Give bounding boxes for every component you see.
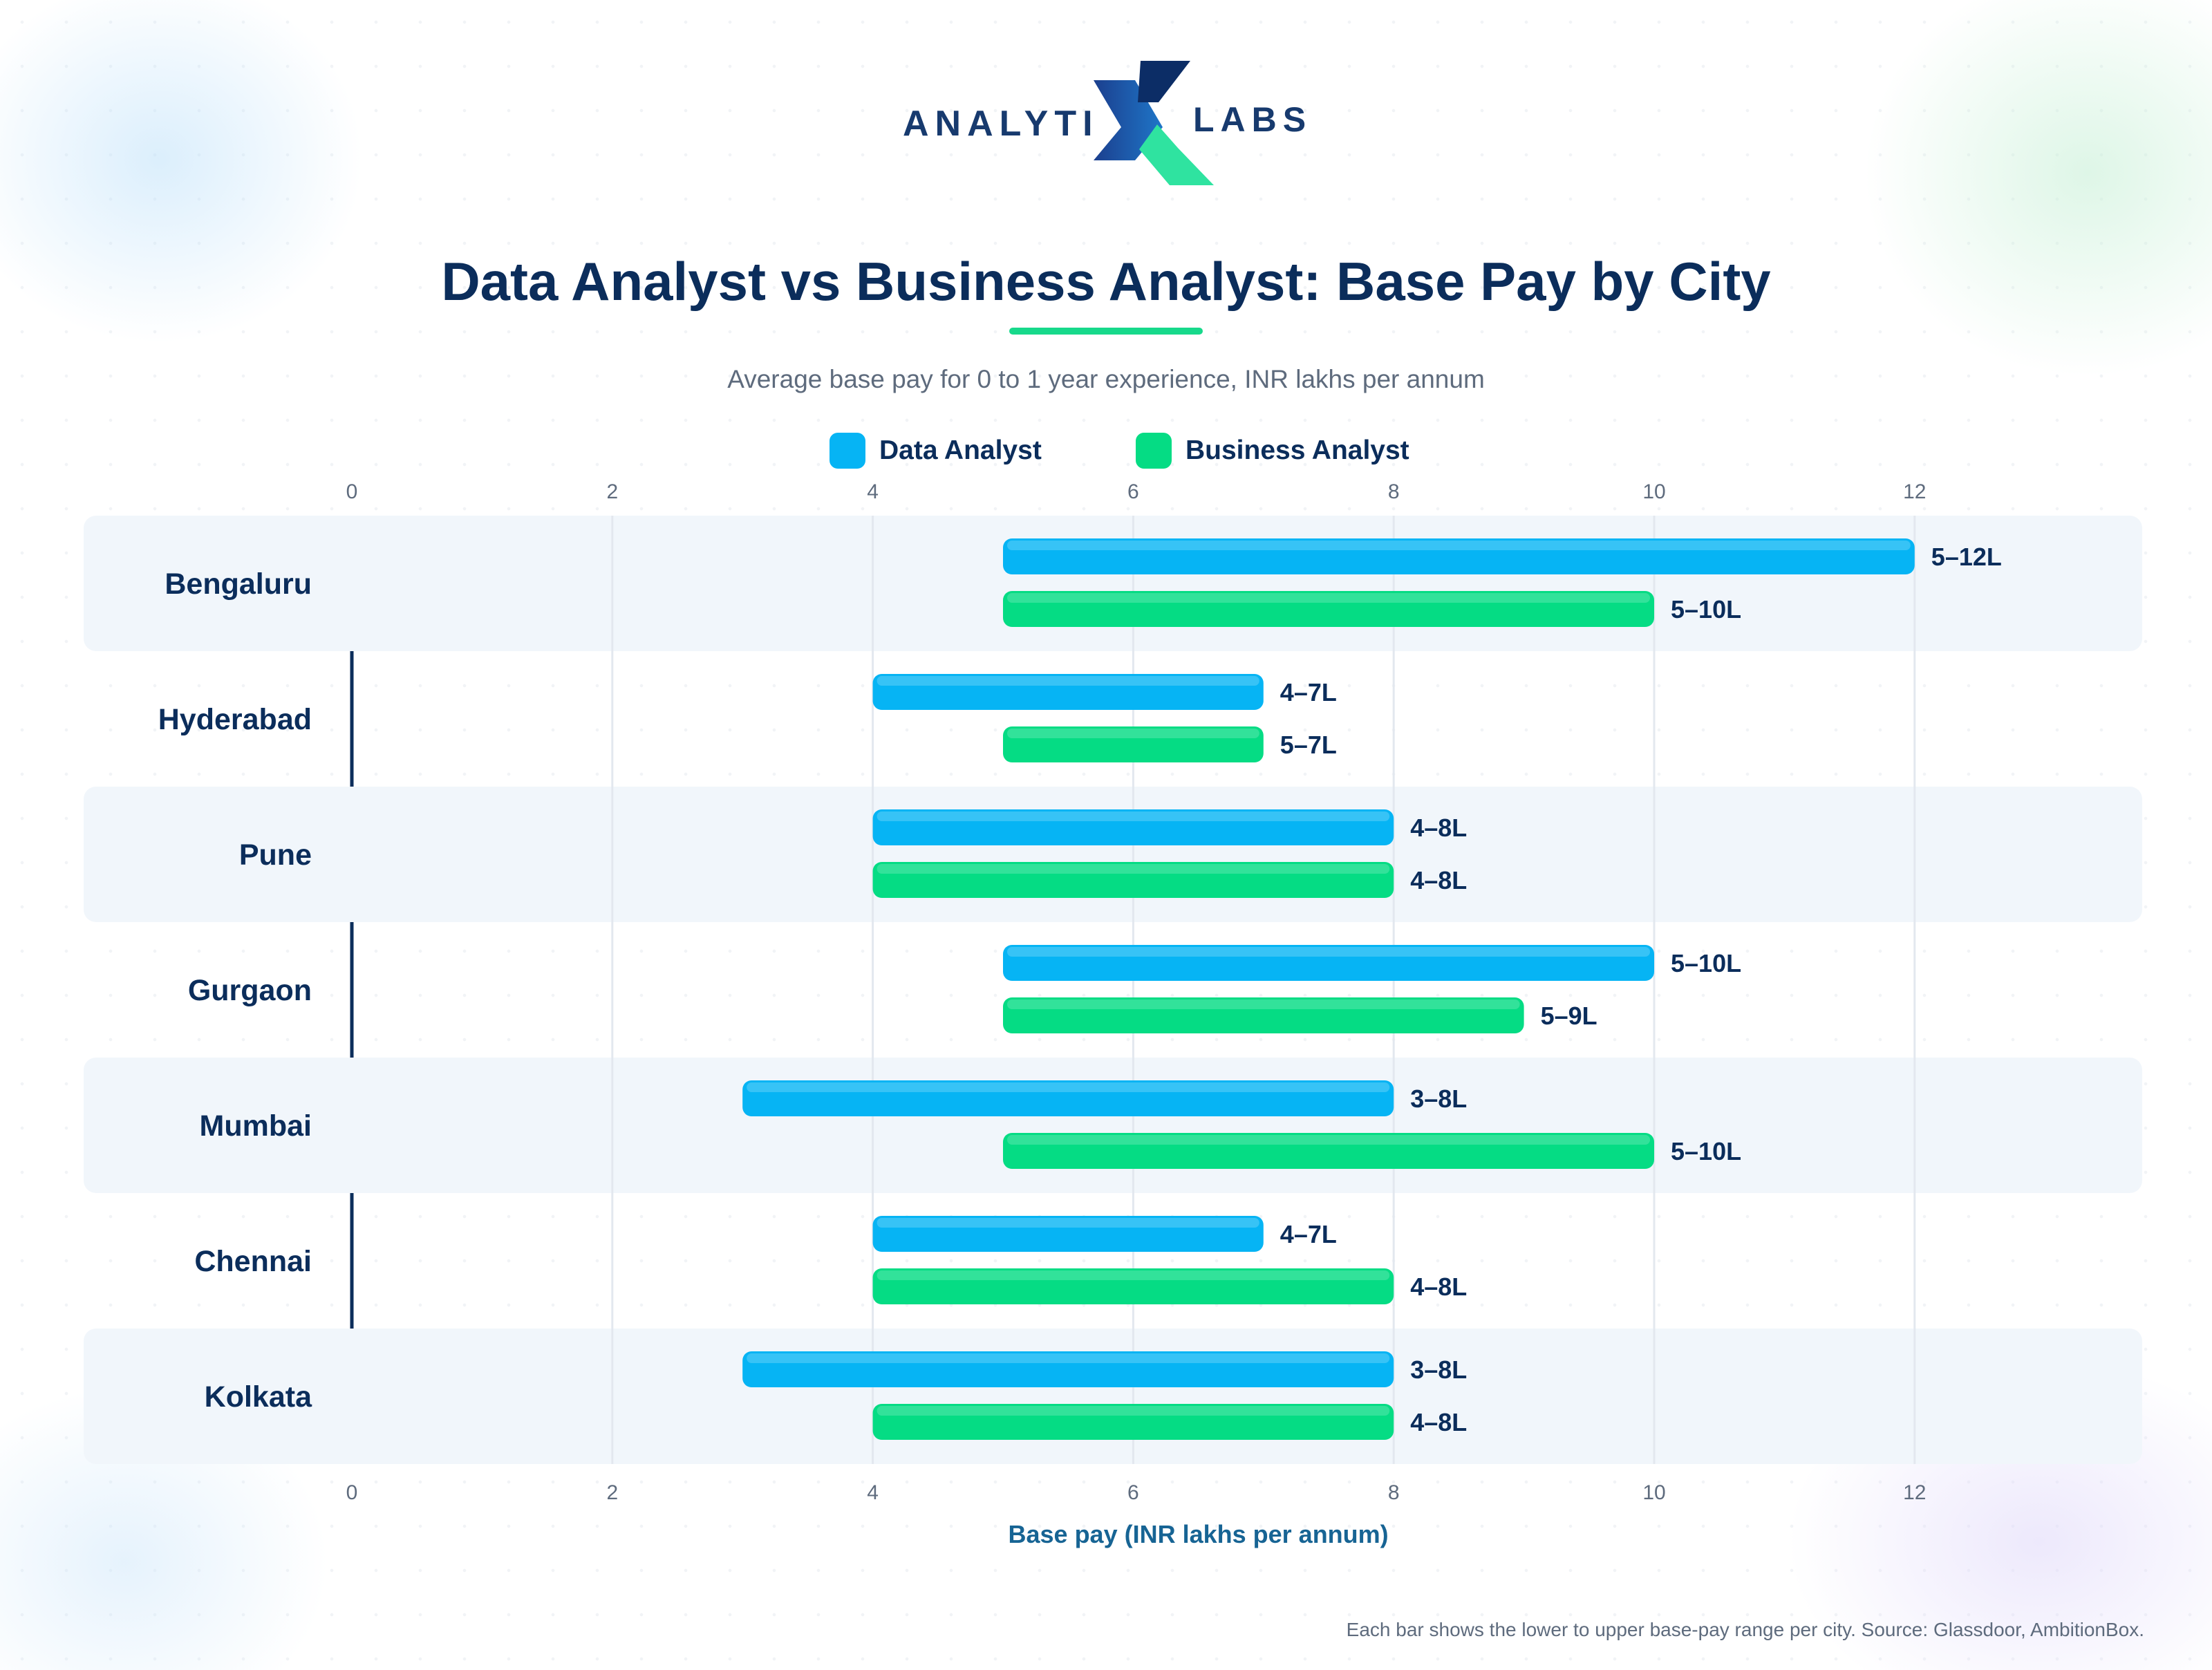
axis-mask	[348, 1329, 356, 1464]
legend-item-data-analyst: Data Analyst	[830, 433, 1042, 469]
chart-title: Data Analyst vs Business Analyst: Base P…	[441, 251, 1771, 312]
bar-label-business-analyst: 5–7L	[1280, 731, 1337, 759]
bar-label-data-analyst: 4–7L	[1280, 1220, 1337, 1248]
bar-highlight	[877, 1270, 1390, 1280]
legend-item-business-analyst: Business Analyst	[1136, 433, 1409, 469]
row-band	[84, 787, 2142, 922]
bar-label-business-analyst: 5–10L	[1671, 595, 1741, 623]
category-label: Chennai	[194, 1245, 312, 1278]
analytixlabs-logo: ANALYTI LABS	[903, 61, 1312, 185]
legend-label-data-analyst: Data Analyst	[879, 435, 1042, 465]
bar-data-analyst	[1003, 945, 1654, 981]
logo-x-green	[1139, 124, 1214, 185]
axis-mask	[348, 787, 356, 922]
bar-highlight	[877, 1218, 1259, 1228]
bar-business-analyst	[1003, 997, 1524, 1033]
row-band	[84, 1058, 2142, 1193]
bar-label-data-analyst: 4–7L	[1280, 678, 1337, 706]
x-tick-label-bottom: 6	[1127, 1481, 1139, 1504]
row-band	[84, 1329, 2142, 1464]
row-band	[84, 516, 2142, 651]
bar-label-business-analyst: 4–8L	[1410, 1273, 1467, 1301]
x-tick-label-bottom: 12	[1903, 1481, 1926, 1504]
category-label: Gurgaon	[188, 974, 312, 1007]
axis-mask	[348, 1058, 356, 1193]
bar-business-analyst	[872, 862, 1394, 898]
x-tick-label-bottom: 2	[606, 1481, 618, 1504]
x-tick-label-bottom: 0	[346, 1481, 358, 1504]
x-tick-label-top: 6	[1127, 480, 1139, 503]
bar-highlight	[1007, 947, 1650, 957]
bar-label-data-analyst: 3–8L	[1410, 1085, 1467, 1113]
category-label: Bengaluru	[165, 567, 312, 601]
bar-label-business-analyst: 5–9L	[1541, 1002, 1597, 1030]
category-label: Pune	[239, 838, 312, 872]
bar-highlight	[747, 1353, 1390, 1363]
legend-label-business-analyst: Business Analyst	[1185, 435, 1409, 465]
range-bar-chart: 0 0 2 2 4 4 6 6 8 8 10 10 12 12 Base pay (INR lakhs pe…	[84, 480, 2142, 1548]
x-tick-label-top: 4	[867, 480, 879, 503]
bar-business-analyst	[872, 1268, 1394, 1304]
title-underline	[1009, 328, 1203, 335]
bar-data-analyst	[742, 1080, 1394, 1116]
bar-label-business-analyst: 5–10L	[1671, 1137, 1741, 1165]
legend-swatch-business-analyst	[1136, 433, 1172, 469]
bar-label-business-analyst: 4–8L	[1410, 1408, 1467, 1436]
bar-highlight	[1007, 729, 1259, 738]
bar-highlight	[747, 1082, 1390, 1092]
bar-label-data-analyst: 3–8L	[1410, 1355, 1467, 1384]
bar-highlight	[1007, 593, 1650, 603]
bar-label-business-analyst: 4–8L	[1410, 866, 1467, 894]
x-tick-label-top: 0	[346, 480, 358, 503]
bar-data-analyst	[742, 1351, 1394, 1387]
logo-text-right: LABS	[1193, 100, 1312, 139]
footnote: Each bar shows the lower to upper base-p…	[1346, 1619, 2144, 1640]
bar-business-analyst	[1003, 726, 1264, 762]
x-tick-label-bottom: 10	[1642, 1481, 1665, 1504]
bar-label-data-analyst: 5–12L	[1931, 543, 2002, 571]
bar-label-data-analyst: 5–10L	[1671, 949, 1741, 977]
bar-business-analyst	[1003, 1133, 1654, 1169]
bar-data-analyst	[872, 674, 1264, 710]
x-tick-label-top: 8	[1388, 480, 1400, 503]
bar-highlight	[1007, 541, 1911, 550]
bar-data-analyst	[872, 1216, 1264, 1252]
bar-business-analyst	[872, 1404, 1394, 1440]
x-tick-label-bottom: 8	[1388, 1481, 1400, 1504]
x-tick-label-bottom: 4	[867, 1481, 879, 1504]
bar-highlight	[1007, 1135, 1650, 1145]
bar-data-analyst	[1003, 538, 1915, 574]
logo-x-navy	[1138, 61, 1190, 102]
bar-highlight	[877, 864, 1390, 874]
bar-label-data-analyst: 4–8L	[1410, 814, 1467, 842]
chart-subtitle: Average base pay for 0 to 1 year experie…	[727, 365, 1485, 393]
bar-business-analyst	[1003, 591, 1654, 627]
x-axis-title: Base pay (INR lakhs per annum)	[1009, 1520, 1389, 1548]
category-label: Hyderabad	[158, 703, 312, 736]
bar-data-analyst	[872, 809, 1394, 845]
x-tick-label-top: 10	[1642, 480, 1665, 503]
category-label: Mumbai	[200, 1109, 312, 1143]
x-tick-label-top: 2	[606, 480, 618, 503]
logo-text-left: ANALYTI	[903, 104, 1099, 144]
bar-highlight	[877, 1406, 1390, 1416]
bar-highlight	[877, 676, 1259, 686]
legend-swatch-data-analyst	[830, 433, 865, 469]
bar-highlight	[877, 811, 1390, 821]
bar-highlight	[1007, 1000, 1520, 1009]
axis-mask	[348, 516, 356, 651]
category-label: Kolkata	[205, 1380, 312, 1414]
x-tick-label-top: 12	[1903, 480, 1926, 503]
